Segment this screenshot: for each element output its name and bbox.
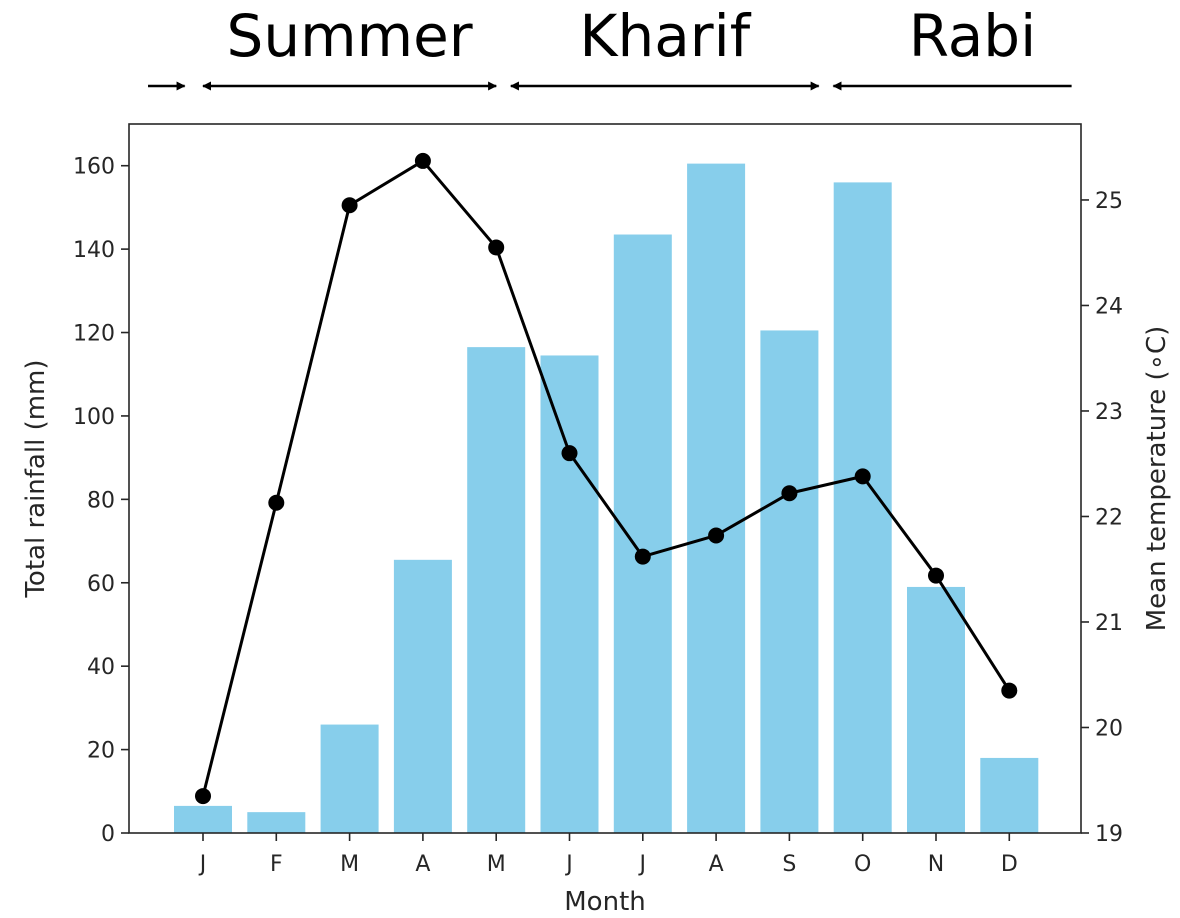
temperature-point-2 [268,494,285,511]
temperature-line [195,152,1018,805]
x-tick-label: J [638,852,647,877]
x-tick-label: M [487,852,506,877]
x-axis-label: Month [564,887,646,917]
rainfall-bar-5 [467,347,526,833]
temperature-point-6 [561,445,578,462]
y2-tick-label: 24 [1095,294,1123,319]
y-tick-label: 20 [87,739,115,764]
rainfall-bar-10 [833,182,892,833]
y2-tick-label: 23 [1095,400,1123,425]
temperature-point-3 [341,197,358,214]
y-tick-label: 160 [73,155,115,180]
season-group-4: Rabi [832,2,1072,91]
temperature-point-12 [1001,682,1018,699]
rainfall-bars [174,163,1039,834]
x-tick-label: F [270,852,283,877]
season-group-3: Kharif [509,2,820,91]
season-group-2: Summer [202,2,498,91]
plot-frame [128,123,1082,834]
y2-tick-label: 21 [1095,611,1123,636]
temperature-point-4 [414,152,431,169]
temperature-point-8 [708,527,725,544]
rainfall-bar-4 [393,559,452,833]
y-tick-label: 80 [87,488,115,513]
rainfall-bar-7 [613,234,672,834]
temperature-point-5 [488,239,505,256]
y2-axis-label: Mean temperature (∘C) [1142,326,1172,632]
rainfall-bar-12 [980,757,1039,833]
y2-tick-label: 20 [1095,716,1123,741]
y-tick-label: 60 [87,572,115,597]
temperature-point-1 [195,788,211,805]
temperature-point-9 [781,485,798,502]
temperature-series-line [201,159,1011,797]
y-tick-label: 0 [101,822,115,847]
rainfall-bar-3 [320,724,379,833]
season-label: Summer [227,2,473,70]
y2-tick-label: 25 [1095,189,1123,214]
y2-tick-label: 19 [1095,822,1123,847]
x-tick-label: A [709,852,724,877]
rainfall-bar-1 [174,805,232,833]
axes: 0 20 40 60 80 100 120 140 160 19 20 21 22 23 24 25 J F M A M… [73,123,1123,877]
x-tick-label: N [928,852,944,877]
x-tick-label: S [782,852,796,877]
temperature-point-11 [928,567,944,584]
x-tick-label: M [340,852,359,877]
y-tick-label: 140 [73,238,115,263]
rainfall-bar-8 [687,163,746,833]
temperature-point-10 [854,468,871,485]
season-annotations: Summer Kharif Rabi [148,2,1072,91]
x-tick-label: D [1001,852,1018,877]
y-axis-label: Total rainfall (mm) [21,359,51,598]
rainfall-bar-11 [907,586,965,833]
rainfall-bar-9 [760,330,819,833]
x-tick-label: J [198,852,207,877]
x-tick-label: O [854,852,871,877]
x-tick-label: A [415,852,430,877]
y-tick-label: 120 [73,322,115,347]
y-tick-label: 100 [73,405,115,430]
temperature-point-7 [634,548,651,565]
season-label: Kharif [579,2,751,70]
y2-tick-label: 22 [1095,505,1123,530]
rainfall-bar-2 [247,812,306,833]
y-tick-label: 40 [87,655,115,680]
x-tick-label: J [564,852,573,877]
season-label: Rabi [909,2,1037,70]
rainfall-bar-6 [540,355,599,833]
